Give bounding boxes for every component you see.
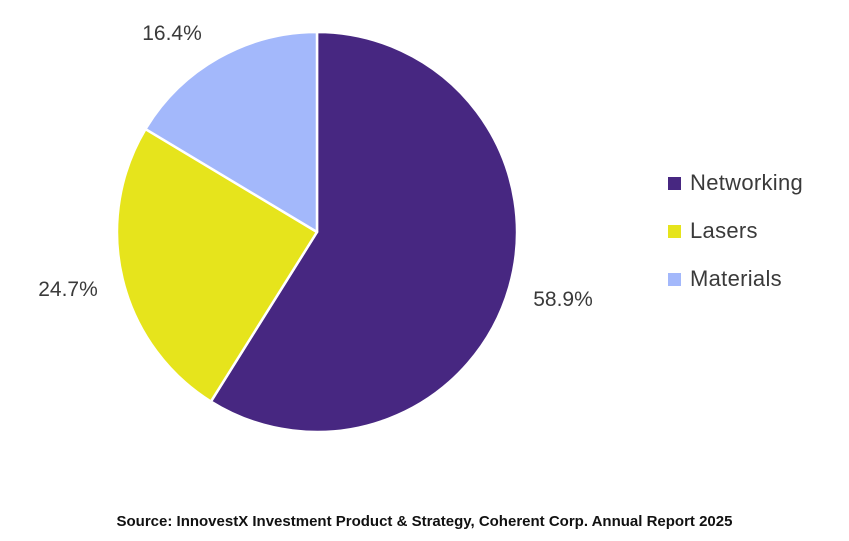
legend-swatch-materials	[668, 272, 681, 286]
legend-item-materials: Materials	[668, 264, 803, 294]
source-note: Source: InnovestX Investment Product & S…	[116, 513, 733, 530]
legend-swatch-networking	[668, 176, 681, 190]
legend: Networking Lasers Materials	[668, 168, 803, 294]
pie-slice-materials	[144, 30, 319, 234]
legend-label-lasers: Lasers	[690, 218, 758, 243]
legend-item-networking: Networking	[668, 168, 803, 198]
legend-item-lasers: Lasers	[668, 216, 803, 246]
pie-slice-networking	[209, 30, 519, 434]
legend-label-networking: Networking	[690, 170, 804, 195]
value-label-lasers: 24.7%	[38, 278, 98, 301]
value-label-materials: 16.4%	[142, 22, 202, 45]
pie-slice-lasers	[115, 127, 319, 403]
legend-label-materials: Materials	[690, 266, 782, 291]
value-label-networking: 58.9%	[533, 288, 593, 311]
pie-value-labels: 58.9% 24.7% 16.4%	[38, 22, 593, 311]
legend-swatch-lasers	[668, 224, 681, 238]
pie-slices	[115, 30, 519, 434]
